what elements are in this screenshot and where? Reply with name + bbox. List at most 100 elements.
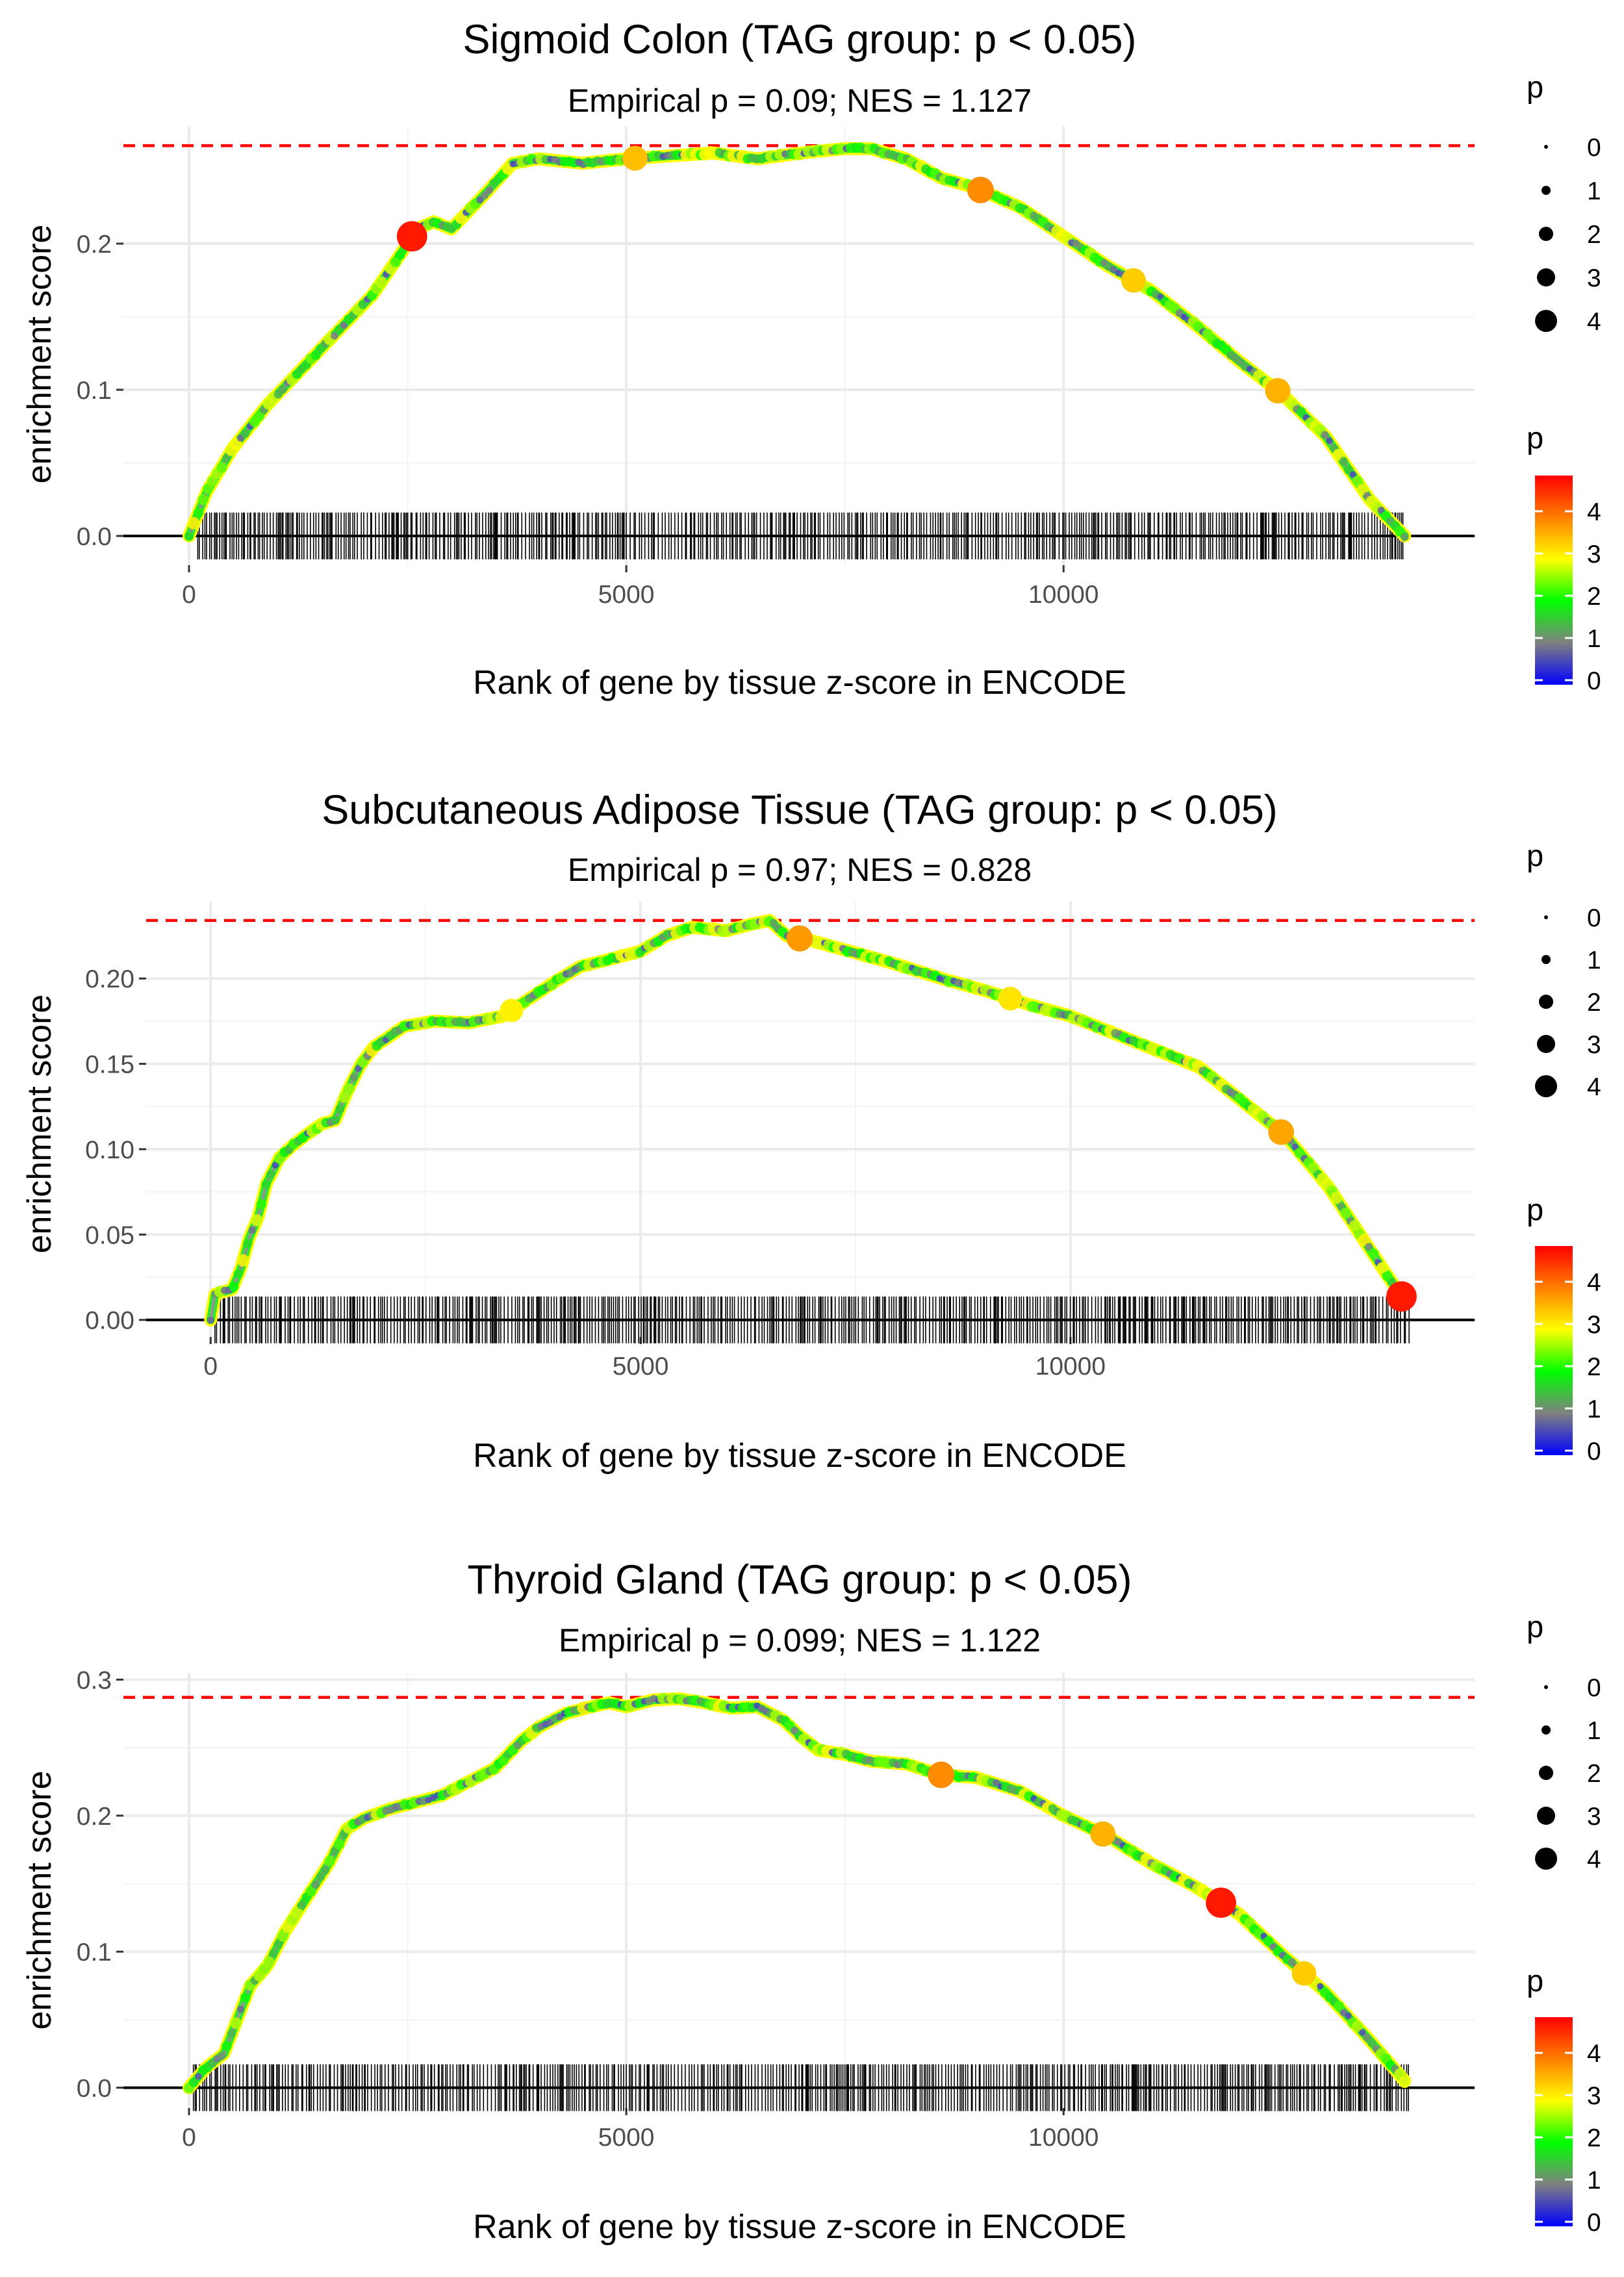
- es-curve-glow: [204, 913, 1413, 1327]
- highlight-point: [1090, 1821, 1116, 1847]
- legend-size-label: 2: [1587, 221, 1601, 249]
- es-point: [207, 1316, 214, 1324]
- es-point: [261, 1179, 271, 1189]
- plot-area: 0 5000 10000 0.0 0.1 0.2: [77, 127, 1475, 609]
- highlight-point: [1121, 268, 1146, 293]
- highlight-point: [786, 925, 813, 952]
- es-point: [195, 2072, 202, 2080]
- legend-colorbar: [1535, 2017, 1573, 2226]
- es-point: [1180, 314, 1187, 320]
- legend-size-label: 0: [1587, 134, 1601, 162]
- es-point: [1345, 2012, 1352, 2019]
- es-point: [187, 517, 200, 530]
- es-point: [256, 1199, 267, 1210]
- panel-subtitle: Empirical p = 0.099; NES = 1.122: [559, 1622, 1041, 1659]
- x-tick-label: 10000: [1028, 2124, 1098, 2152]
- es-point: [1367, 2038, 1377, 2048]
- legend-size-label: 1: [1587, 947, 1601, 974]
- legend-colorbar: [1535, 476, 1573, 685]
- es-point: [316, 1872, 325, 1881]
- es-point: [615, 948, 628, 961]
- es-point: [1326, 437, 1333, 444]
- y-tick-label: 0.05: [85, 1221, 134, 1249]
- es-point: [269, 1948, 278, 1958]
- legend-size-dot: [1544, 915, 1548, 919]
- x-tick-label: 10000: [1035, 1353, 1106, 1380]
- es-point: [272, 1162, 279, 1169]
- es-curve-core: [209, 919, 1408, 1322]
- es-point: [273, 1940, 283, 1949]
- legend-colorbar-ticks: [1535, 2052, 1573, 2223]
- es-point: [230, 2017, 242, 2029]
- es-point: [340, 322, 348, 329]
- es-point: [1343, 465, 1353, 475]
- x-tick-label: 0: [203, 1353, 218, 1380]
- es-point: [1365, 1243, 1373, 1251]
- legend-color-label: 3: [1587, 1311, 1601, 1339]
- es-point: [229, 1281, 239, 1291]
- y-tick-label: 0.00: [85, 1307, 134, 1335]
- legend-size-label: 0: [1587, 904, 1601, 932]
- legend-size-dot: [1537, 268, 1555, 286]
- legend-size-title: p: [1527, 70, 1543, 104]
- es-point: [355, 1065, 362, 1073]
- es-point: [556, 1713, 564, 1721]
- legend-size-label: 3: [1587, 1803, 1601, 1831]
- highlight-point: [967, 176, 994, 203]
- y-axis-title: enrichment score: [21, 225, 58, 484]
- highlight-point: [1386, 1281, 1417, 1312]
- legend-colorbar-ticks: [1535, 1280, 1573, 1452]
- y-tick-label: 0.0: [77, 2075, 112, 2103]
- y-tick-label: 0.15: [85, 1051, 134, 1079]
- x-axis-title: Rank of gene by tissue z-score in ENCODE: [473, 2208, 1126, 2246]
- es-point: [1321, 431, 1329, 439]
- es-point: [1349, 1219, 1361, 1232]
- es-point: [193, 507, 204, 518]
- es-point: [1368, 1248, 1379, 1259]
- legend-color-label: 0: [1587, 2209, 1601, 2237]
- panel-title: Thyroid Gland (TAG group: p < 0.05): [467, 1557, 1132, 1603]
- es-point: [324, 1855, 335, 1867]
- es-point: [1334, 2000, 1345, 2012]
- legend-color-label: 1: [1587, 1395, 1601, 1423]
- es-point: [216, 462, 227, 474]
- y-axis-title: enrichment score: [21, 1771, 58, 2030]
- y-tick-label: 0.0: [77, 523, 112, 551]
- legend-size-dot: [1539, 227, 1553, 241]
- legend: p 0 1 2 3 4 p 0: [1527, 1609, 1601, 2237]
- es-point: [1401, 533, 1409, 542]
- es-point: [343, 1083, 355, 1095]
- legend-size-label: 1: [1587, 177, 1601, 205]
- legend-size-label: 2: [1587, 1760, 1601, 1788]
- x-axis-title: Rank of gene by tissue z-score in ENCODE: [473, 1437, 1126, 1475]
- y-tick-label: 0.1: [77, 377, 112, 405]
- es-point: [1297, 407, 1306, 416]
- panel-subtitle: Empirical p = 0.09; NES = 1.127: [568, 83, 1032, 119]
- es-point: [279, 385, 287, 394]
- panel-title: Sigmoid Colon (TAG group: p < 0.05): [463, 17, 1136, 62]
- y-tick-label: 0.2: [77, 231, 112, 259]
- es-point: [993, 1779, 1000, 1787]
- es-point: [769, 919, 778, 928]
- es-point: [1263, 1936, 1274, 1946]
- legend-color-label: 0: [1587, 1438, 1601, 1466]
- legend: p 0 1 2 3 4 p 0: [1527, 838, 1601, 1466]
- legend-colorbar: [1535, 1246, 1573, 1455]
- es-curve: [206, 916, 1410, 1325]
- legend-color-label: 2: [1587, 2124, 1601, 2152]
- legend-color-label: 1: [1587, 625, 1601, 653]
- es-point: [251, 1214, 263, 1227]
- legend-size-dot: [1544, 145, 1548, 149]
- legend-color-label: 4: [1587, 2040, 1601, 2068]
- legend-color-label: 3: [1587, 541, 1601, 568]
- es-point: [222, 2041, 232, 2052]
- legend-color-label: 2: [1587, 583, 1601, 611]
- legend-color-label: 0: [1587, 667, 1601, 695]
- highlight-point: [1265, 378, 1291, 404]
- es-point: [248, 1226, 256, 1234]
- es-point: [1349, 471, 1356, 478]
- panel-title: Subcutaneous Adipose Tissue (TAG group: …: [322, 787, 1278, 833]
- es-point: [1399, 2076, 1411, 2089]
- es-point: [358, 299, 368, 309]
- es-point: [1114, 1838, 1123, 1846]
